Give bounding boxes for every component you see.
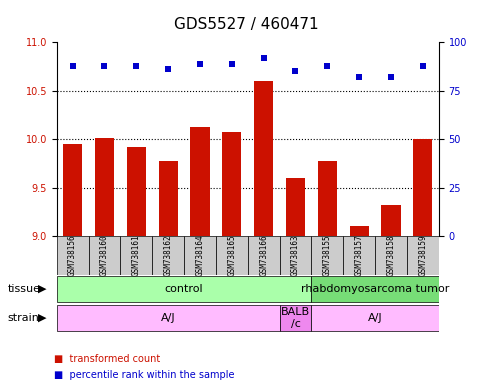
Text: tissue: tissue: [7, 284, 40, 294]
Text: GSM738163: GSM738163: [291, 235, 300, 276]
Bar: [127, 147, 146, 236]
Text: rhabdomyosarcoma tumor: rhabdomyosarcoma tumor: [301, 284, 449, 294]
Bar: [350, 227, 369, 236]
Text: A/J: A/J: [368, 313, 383, 323]
Text: strain: strain: [7, 313, 39, 323]
Bar: [89, 236, 120, 275]
Text: GSM738160: GSM738160: [100, 235, 109, 276]
Bar: [254, 81, 273, 236]
Bar: [95, 138, 114, 236]
Point: [260, 55, 268, 61]
Bar: [63, 144, 82, 236]
Bar: [286, 178, 305, 236]
Text: GSM738165: GSM738165: [227, 235, 236, 276]
Point: [228, 61, 236, 67]
Text: ▶: ▶: [37, 313, 46, 323]
Text: GSM738158: GSM738158: [387, 235, 395, 276]
Bar: [312, 236, 343, 275]
Bar: [190, 127, 210, 236]
Text: control: control: [165, 284, 204, 294]
Bar: [159, 161, 177, 236]
Text: ■  percentile rank within the sample: ■ percentile rank within the sample: [54, 370, 235, 380]
Text: A/J: A/J: [161, 313, 176, 323]
Point: [132, 63, 140, 69]
Bar: [407, 236, 439, 275]
Text: GSM738156: GSM738156: [68, 235, 77, 276]
Text: GSM738164: GSM738164: [195, 235, 205, 276]
Point: [355, 74, 363, 80]
Bar: [382, 205, 400, 236]
Text: GSM738162: GSM738162: [164, 235, 173, 276]
Point: [291, 68, 299, 74]
Bar: [120, 236, 152, 275]
Text: GDS5527 / 460471: GDS5527 / 460471: [174, 17, 319, 32]
Text: GSM738155: GSM738155: [323, 235, 332, 276]
Bar: [222, 132, 242, 236]
Bar: [280, 305, 312, 331]
Bar: [57, 276, 312, 302]
Bar: [343, 236, 375, 275]
Bar: [375, 236, 407, 275]
Point: [101, 63, 108, 69]
Bar: [57, 236, 89, 275]
Bar: [247, 236, 280, 275]
Bar: [280, 236, 312, 275]
Text: GSM738159: GSM738159: [419, 235, 427, 276]
Bar: [184, 236, 216, 275]
Bar: [216, 236, 247, 275]
Point: [323, 63, 331, 69]
Bar: [413, 139, 432, 236]
Point: [196, 61, 204, 67]
Text: ■  transformed count: ■ transformed count: [54, 354, 161, 364]
Bar: [312, 305, 439, 331]
Text: GSM738161: GSM738161: [132, 235, 141, 276]
Bar: [312, 276, 439, 302]
Text: GSM738166: GSM738166: [259, 235, 268, 276]
Text: ▶: ▶: [37, 284, 46, 294]
Point: [164, 66, 172, 73]
Bar: [318, 161, 337, 236]
Point: [387, 74, 395, 80]
Point: [419, 63, 427, 69]
Text: BALB
/c: BALB /c: [281, 307, 310, 329]
Bar: [57, 305, 280, 331]
Point: [69, 63, 76, 69]
Bar: [152, 236, 184, 275]
Text: GSM738157: GSM738157: [354, 235, 364, 276]
